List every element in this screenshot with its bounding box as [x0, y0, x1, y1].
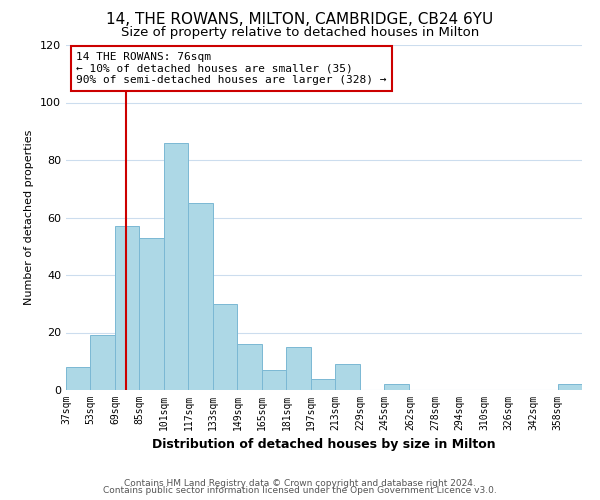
Bar	[385, 384, 409, 390]
Bar	[139, 238, 164, 390]
Bar	[66, 367, 91, 390]
Text: 14 THE ROWANS: 76sqm
← 10% of detached houses are smaller (35)
90% of semi-detac: 14 THE ROWANS: 76sqm ← 10% of detached h…	[76, 52, 387, 85]
Text: Contains HM Land Registry data © Crown copyright and database right 2024.: Contains HM Land Registry data © Crown c…	[124, 478, 476, 488]
Bar	[286, 347, 311, 390]
Bar	[335, 364, 360, 390]
Bar	[91, 336, 115, 390]
Bar	[311, 378, 335, 390]
Bar	[213, 304, 238, 390]
Bar	[188, 203, 213, 390]
Text: Contains public sector information licensed under the Open Government Licence v3: Contains public sector information licen…	[103, 486, 497, 495]
Text: Size of property relative to detached houses in Milton: Size of property relative to detached ho…	[121, 26, 479, 39]
X-axis label: Distribution of detached houses by size in Milton: Distribution of detached houses by size …	[152, 438, 496, 452]
Bar	[262, 370, 286, 390]
Y-axis label: Number of detached properties: Number of detached properties	[25, 130, 34, 305]
Bar	[557, 384, 582, 390]
Text: 14, THE ROWANS, MILTON, CAMBRIDGE, CB24 6YU: 14, THE ROWANS, MILTON, CAMBRIDGE, CB24 …	[106, 12, 494, 28]
Bar	[238, 344, 262, 390]
Bar	[115, 226, 139, 390]
Bar	[164, 143, 188, 390]
